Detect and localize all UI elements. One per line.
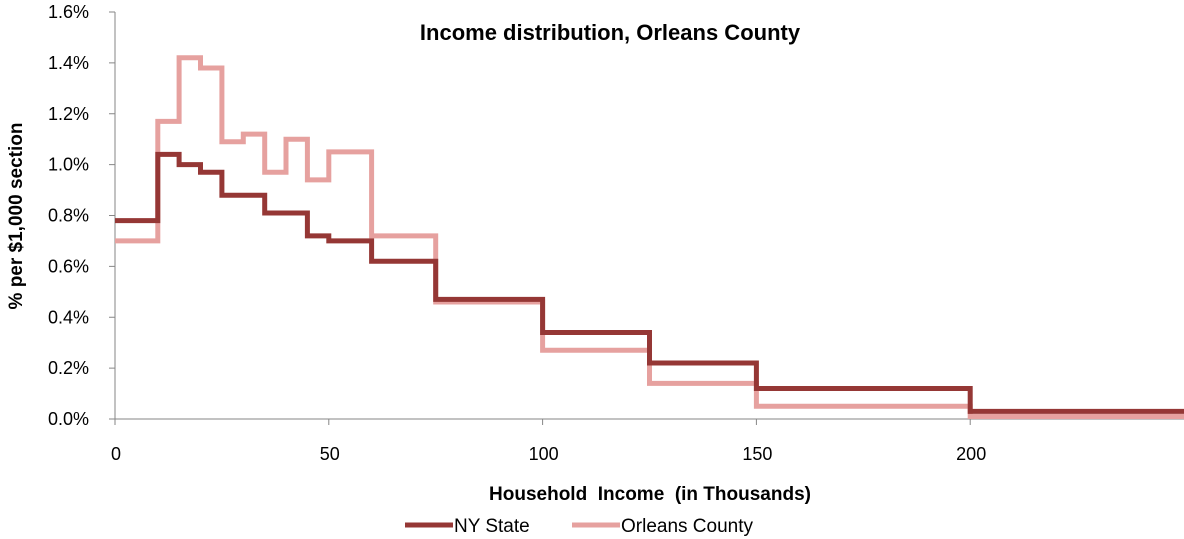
y-tick-label: 1.0% — [48, 155, 89, 175]
series-line-ny-state — [115, 151, 1184, 414]
x-axis-ticks: 0 50 100 150 200 — [111, 419, 986, 464]
x-tick-label: 100 — [529, 444, 559, 464]
x-tick-label: 200 — [956, 444, 986, 464]
y-tick-label: 0.8% — [48, 206, 89, 226]
series-lines — [115, 55, 1184, 419]
y-tick-label: 1.4% — [48, 53, 89, 73]
x-axis-title: Household Income (in Thousands) — [489, 484, 811, 505]
chart-title: Income distribution, Orleans County — [420, 20, 801, 45]
y-tick-label: 0.2% — [48, 358, 89, 378]
x-tick-label: 150 — [742, 444, 772, 464]
legend-label: NY State — [454, 516, 530, 537]
y-tick-label: 1.6% — [48, 2, 89, 22]
x-tick-label: 0 — [111, 444, 121, 464]
y-tick-label: 0.6% — [48, 256, 89, 276]
legend-label: Orleans County — [621, 516, 754, 537]
y-axis-ticks: 0.0% 0.2% 0.4% 0.6% 0.8% 1.0% 1.2% 1.4% 1.6% — [48, 2, 115, 429]
y-tick-label: 0.0% — [48, 409, 89, 429]
y-tick-label: 1.2% — [48, 104, 89, 124]
x-tick-label: 50 — [320, 444, 340, 464]
legend: NY State Orleans County — [405, 516, 754, 537]
series-line-orleans-county — [115, 55, 1184, 419]
y-axis-title: % per $1,000 section — [6, 123, 27, 310]
y-tick-label: 0.4% — [48, 307, 89, 327]
